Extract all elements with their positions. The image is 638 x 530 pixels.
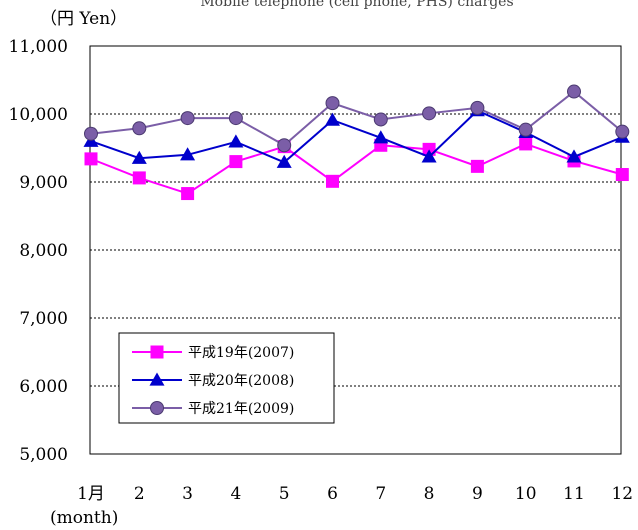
data-point-triangle xyxy=(421,149,437,163)
x-tick-label: 12 xyxy=(611,484,633,504)
x-axis-label: (month) xyxy=(50,508,118,528)
data-point-circle xyxy=(615,124,630,139)
data-point-circle xyxy=(132,121,147,136)
x-tick-label: 6 xyxy=(327,484,338,504)
y-tick-label: 11,000 xyxy=(9,37,68,57)
series-1 xyxy=(84,137,629,201)
y-axis-unit-label: （円 Yen） xyxy=(40,9,127,29)
y-tick-label: 5,000 xyxy=(19,445,68,465)
data-point-circle xyxy=(228,111,243,126)
y-tick-label: 6,000 xyxy=(19,377,68,397)
data-point-circle xyxy=(277,138,292,153)
x-tick-label: 11 xyxy=(563,484,585,504)
x-tick-label: 10 xyxy=(515,484,537,504)
data-point-square xyxy=(132,171,146,185)
data-point-circle xyxy=(373,112,388,127)
y-axis-ticks: 5,000 6,000 7,000 8,000 9,000 10,000 11,000 xyxy=(9,37,68,465)
data-point-circle xyxy=(567,84,581,99)
x-tick-label: 3 xyxy=(182,484,193,504)
data-point-triangle xyxy=(180,147,196,161)
y-tick-label: 9,000 xyxy=(19,173,68,193)
data-point-square xyxy=(84,152,98,166)
plot-area-frame xyxy=(89,45,622,455)
data-point-triangle xyxy=(228,134,244,148)
x-tick-label: 9 xyxy=(472,484,483,504)
data-point-square xyxy=(519,137,533,151)
data-point-circle xyxy=(422,106,437,121)
data-point-square xyxy=(470,159,484,173)
data-point-circle xyxy=(180,111,195,126)
x-tick-label: 1月 xyxy=(77,484,105,504)
y-tick-label: 7,000 xyxy=(19,309,68,329)
data-point-triangle xyxy=(276,154,292,168)
data-point-square xyxy=(326,174,339,188)
legend-label: 平成21年(2009) xyxy=(188,401,294,417)
y-tick-label: 8,000 xyxy=(19,241,68,261)
data-point-circle xyxy=(84,126,98,141)
chart-title: Mobile telephone (cell phone, PHS) charg… xyxy=(200,0,513,10)
data-point-triangle xyxy=(373,130,389,144)
data-point-triangle xyxy=(149,372,165,386)
legend-label: 平成20年(2008) xyxy=(188,373,294,389)
x-tick-label: 4 xyxy=(230,484,241,504)
data-point-square xyxy=(181,187,195,201)
legend-label: 平成19年(2007) xyxy=(188,345,294,361)
series-line xyxy=(90,142,623,195)
x-tick-label: 5 xyxy=(279,484,290,504)
legend-entry: 平成19年(2007) xyxy=(132,345,294,361)
y-tick-label: 10,000 xyxy=(9,105,68,125)
data-point-square xyxy=(229,155,243,169)
x-tick-label: 8 xyxy=(424,484,435,504)
data-point-circle xyxy=(470,100,485,115)
data-point-circle xyxy=(150,401,164,415)
data-point-square xyxy=(150,345,164,359)
data-point-triangle xyxy=(566,149,582,163)
series-3 xyxy=(84,84,630,153)
x-tick-label: 2 xyxy=(134,484,145,504)
x-axis-ticks: 1月 2 3 4 5 6 7 8 9 10 11 12 xyxy=(77,484,633,504)
series-line xyxy=(90,109,623,164)
data-point-square xyxy=(615,168,629,182)
x-tick-label: 7 xyxy=(375,484,386,504)
legend-entry: 平成21年(2009) xyxy=(132,401,294,417)
data-point-circle xyxy=(518,122,533,137)
data-point-circle xyxy=(325,96,340,111)
legend: 平成19年(2007) 平成20年(2008) 平成21年(2009) xyxy=(118,332,335,424)
data-point-triangle xyxy=(131,150,147,164)
legend-entry: 平成20年(2008) xyxy=(132,372,294,389)
series-line xyxy=(90,90,623,147)
series-layer xyxy=(83,84,630,201)
data-point-triangle xyxy=(325,112,340,126)
